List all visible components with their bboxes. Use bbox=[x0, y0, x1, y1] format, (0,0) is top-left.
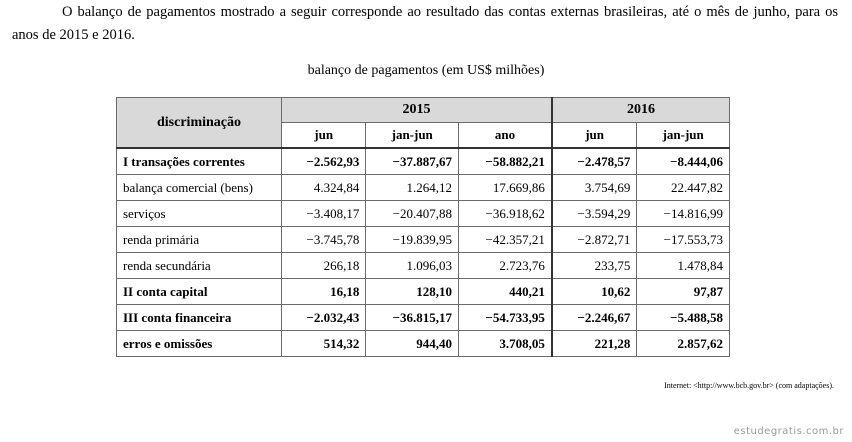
table-row: renda primária −3.745,78 −19.839,95 −42.357… bbox=[116, 226, 730, 253]
row-value: 2.723,76 bbox=[458, 252, 553, 279]
row-label: III conta financeira bbox=[116, 304, 282, 331]
row-value: −17.553,73 bbox=[636, 226, 730, 253]
row-value: −19.839,95 bbox=[365, 226, 460, 253]
row-value: 266,18 bbox=[280, 252, 367, 279]
row-value: −8.444,06 bbox=[636, 147, 730, 175]
row-value: 233,75 bbox=[550, 252, 638, 279]
row-value: 944,40 bbox=[365, 330, 460, 357]
watermark: estudegratis.com.br bbox=[733, 426, 844, 437]
row-value: −3.594,29 bbox=[550, 200, 638, 227]
row-value: 221,28 bbox=[550, 330, 638, 357]
row-value: 1.478,84 bbox=[636, 252, 730, 279]
header-year-2016: 2016 bbox=[550, 97, 730, 123]
header-sub-jan-jun-2016: jan-jun bbox=[636, 122, 730, 149]
row-value: −36.815,17 bbox=[365, 304, 460, 331]
row-label: serviços bbox=[116, 200, 282, 227]
row-value: 440,21 bbox=[458, 278, 553, 305]
row-value: −2.246,67 bbox=[550, 304, 638, 331]
row-value: 97,87 bbox=[636, 278, 730, 305]
header-sub-jun-2015: jun bbox=[280, 122, 367, 149]
row-value: −5.488,58 bbox=[636, 304, 730, 331]
row-label: renda primária bbox=[116, 226, 282, 253]
row-value: 22.447,82 bbox=[636, 174, 730, 201]
table-title: balanço de pagamentos (em US$ milhões) bbox=[307, 63, 545, 78]
row-value: −3.408,17 bbox=[280, 200, 367, 227]
row-value: −54.733,95 bbox=[458, 304, 553, 331]
row-value: −37.887,67 bbox=[365, 147, 460, 175]
row-value: 10,62 bbox=[550, 278, 638, 305]
header-sub-jan-jun-2015: jan-jun bbox=[365, 122, 460, 149]
row-value: 3.754,69 bbox=[550, 174, 638, 201]
row-label: I transações correntes bbox=[116, 147, 282, 175]
row-value: −42.357,21 bbox=[458, 226, 553, 253]
row-label: renda secundária bbox=[116, 252, 282, 279]
table-row: III conta financeira −2.032,43 −36.815,17−… bbox=[116, 304, 730, 331]
table-row: balança comercial (bens) 4.324,84 1.264,12… bbox=[116, 174, 730, 201]
row-value: −2.562,93 bbox=[280, 147, 367, 175]
row-value: −14.816,99 bbox=[636, 200, 730, 227]
row-value: 17.669,86 bbox=[458, 174, 553, 201]
header-sub-jun-2016: jun bbox=[550, 122, 638, 149]
row-value: 1.264,12 bbox=[365, 174, 460, 201]
row-value: 16,18 bbox=[280, 278, 367, 305]
balance-of-payments-table: discriminação 2015 2016 jun jan-jun ano … bbox=[116, 97, 730, 357]
row-value: −58.882,21 bbox=[458, 147, 553, 175]
row-value: −3.745,78 bbox=[280, 226, 367, 253]
row-value: 4.324,84 bbox=[280, 174, 367, 201]
header-sub-ano-2015: ano bbox=[458, 122, 553, 149]
table-row: II conta capital 16,18 128,10 440,21 10,62 97… bbox=[116, 278, 730, 305]
row-value: −2.478,57 bbox=[550, 147, 638, 175]
table-body: I transações correntes −2.562,93 −37.887,6… bbox=[116, 147, 730, 357]
row-value: 3.708,05 bbox=[458, 330, 553, 357]
row-value: −20.407,88 bbox=[365, 200, 460, 227]
source-citation: Internet: <http://www.bcb.gov.br> (com a… bbox=[664, 381, 834, 390]
row-value: −36.918,62 bbox=[458, 200, 553, 227]
row-label: II conta capital bbox=[116, 278, 282, 305]
row-value: −2.032,43 bbox=[280, 304, 367, 331]
row-label: erros e omissões bbox=[116, 330, 282, 357]
row-value: 1.096,03 bbox=[365, 252, 460, 279]
row-value: 514,32 bbox=[280, 330, 367, 357]
header-year-2015: 2015 bbox=[280, 97, 553, 123]
row-value: −2.872,71 bbox=[550, 226, 638, 253]
row-label: balança comercial (bens) bbox=[116, 174, 282, 201]
table-row: renda secundária 266,18 1.096,03 2.723,76 23… bbox=[116, 252, 730, 279]
row-value: 2.857,62 bbox=[636, 330, 730, 357]
intro-paragraph: O balanço de pagamentos mostrado a segui… bbox=[12, 4, 838, 43]
table-row: I transações correntes −2.562,93 −37.887,6… bbox=[116, 147, 730, 175]
table-row: serviços −3.408,17 −20.407,88 −36.918,62 −3.… bbox=[116, 200, 730, 227]
header-discriminacao: discriminação bbox=[116, 97, 282, 149]
table-row: erros e omissões 514,32 944,40 3.708,05 221,… bbox=[116, 330, 730, 357]
row-value: 128,10 bbox=[365, 278, 460, 305]
